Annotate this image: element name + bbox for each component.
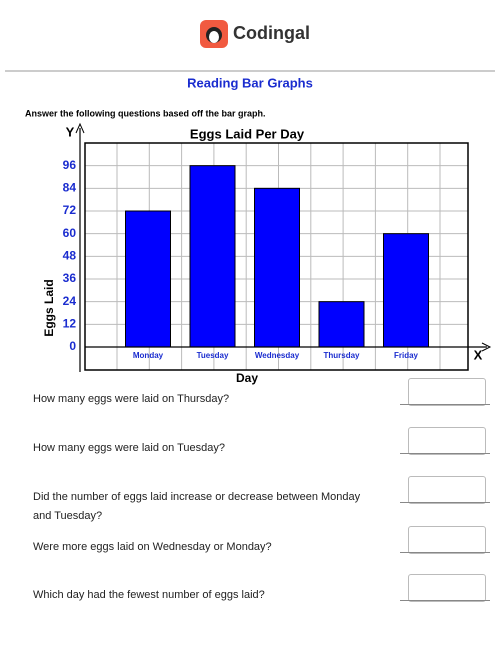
y-tick-label: 0: [69, 339, 76, 353]
y-tick-label: 72: [63, 203, 77, 217]
question: How many eggs were laid on Thursday?: [33, 393, 230, 405]
y-tick-label: 60: [63, 226, 77, 240]
page-title: Reading Bar Graphs: [187, 75, 313, 90]
brand: Codingal: [233, 23, 310, 43]
chart-title: Eggs Laid Per Day: [190, 126, 305, 141]
plot: 0 12 24 36 48 60 72 84 96 Monday Tuesday Wednesday T…: [63, 158, 468, 360]
y-tick-label: 84: [63, 181, 77, 195]
y-arrow: [75, 122, 85, 134]
bar: [383, 233, 429, 348]
question: How many eggs were laid on Tuesday?: [33, 442, 225, 454]
logo-penguin-belly: [209, 31, 219, 43]
x-tick-label: Thursday: [323, 351, 360, 360]
instructions: Answer the following questions based off…: [25, 108, 266, 118]
plot-frame: [84, 142, 469, 371]
bar: [125, 210, 171, 348]
bar: [189, 165, 236, 348]
answer-line: [400, 552, 490, 553]
x-tick-label: Wednesday: [255, 351, 300, 360]
answer-box[interactable]: [408, 378, 486, 406]
answer-line: [400, 453, 490, 454]
y-tick-label: 24: [63, 294, 77, 308]
x-tick-label: Friday: [394, 351, 419, 360]
y-tick-label: 48: [63, 249, 77, 263]
x-arrow: [481, 342, 492, 352]
x-tick-label: Monday: [133, 351, 164, 360]
y-tick-label: 96: [63, 158, 77, 172]
y-tick-label: 36: [63, 271, 77, 285]
answer-line: [400, 502, 490, 503]
answer-box[interactable]: [408, 574, 486, 602]
question: Did the number of eggs laid increase or …: [33, 491, 361, 522]
bar: [254, 187, 300, 348]
x-axis-letter: X: [474, 347, 483, 362]
question: Were more eggs laid on Wednesday or Mond…: [33, 541, 272, 553]
answer-box[interactable]: [408, 427, 486, 455]
bar: [318, 301, 365, 348]
y-axis-letter: Y: [66, 124, 75, 139]
question: Which day had the fewest number of eggs …: [33, 589, 265, 601]
x-axis-label: Day: [236, 371, 258, 385]
answer-line: [400, 404, 490, 405]
answer-box[interactable]: [408, 526, 486, 554]
answer-line: [400, 600, 490, 601]
answer-box[interactable]: [408, 476, 486, 504]
y-axis-label: Eggs Laid: [42, 279, 56, 336]
x-tick-label: Tuesday: [197, 351, 229, 360]
y-tick-label: 12: [63, 317, 77, 331]
